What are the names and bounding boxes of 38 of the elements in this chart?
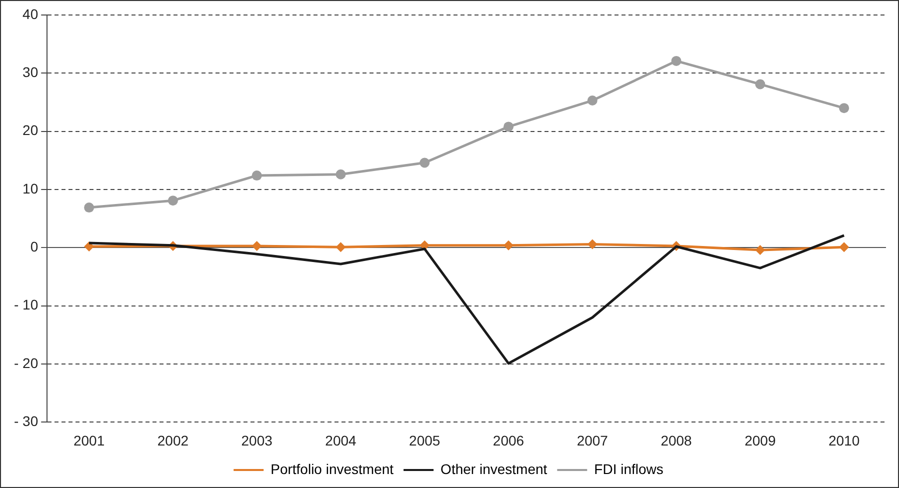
point bbox=[587, 96, 598, 106]
point bbox=[504, 122, 514, 132]
point bbox=[755, 79, 766, 90]
y-tick-label: 40 bbox=[22, 6, 38, 22]
point bbox=[839, 103, 850, 114]
x-tick-label: 2008 bbox=[660, 432, 692, 448]
point bbox=[84, 242, 94, 252]
y-tick-label: 10 bbox=[22, 180, 38, 196]
point bbox=[252, 170, 262, 181]
x-tick-label: 2002 bbox=[157, 432, 189, 448]
x-tick-label: 2005 bbox=[409, 432, 440, 448]
legend-label: FDI inflows bbox=[594, 460, 664, 477]
legend-label: Other investment bbox=[440, 460, 548, 477]
y-tick-label: 30 bbox=[22, 64, 38, 80]
y-tick-label: 0 bbox=[30, 238, 38, 255]
point bbox=[336, 169, 346, 180]
point bbox=[755, 245, 766, 256]
x-tick-label: 2007 bbox=[576, 432, 608, 448]
x-tick-label: 2001 bbox=[73, 432, 105, 448]
point bbox=[587, 239, 598, 250]
point bbox=[839, 242, 850, 252]
point bbox=[504, 240, 514, 250]
point bbox=[168, 196, 178, 206]
y-tick-label: 20 bbox=[22, 122, 38, 138]
y-tick-label: - 10 bbox=[14, 296, 38, 313]
point bbox=[336, 242, 346, 252]
x-tick-label: 2009 bbox=[744, 432, 776, 448]
x-tick-label: 2003 bbox=[241, 432, 273, 448]
legend-label: Portfolio investment bbox=[270, 460, 394, 477]
x-tick-label: 2006 bbox=[492, 432, 524, 448]
point bbox=[671, 56, 682, 66]
x-tick-label: 2004 bbox=[325, 432, 357, 448]
x-tick-label: 2010 bbox=[828, 432, 860, 448]
point bbox=[252, 240, 262, 251]
point bbox=[84, 202, 94, 213]
point bbox=[420, 158, 430, 168]
y-tick-label: - 20 bbox=[14, 354, 38, 371]
y-tick-label: - 30 bbox=[14, 413, 38, 430]
